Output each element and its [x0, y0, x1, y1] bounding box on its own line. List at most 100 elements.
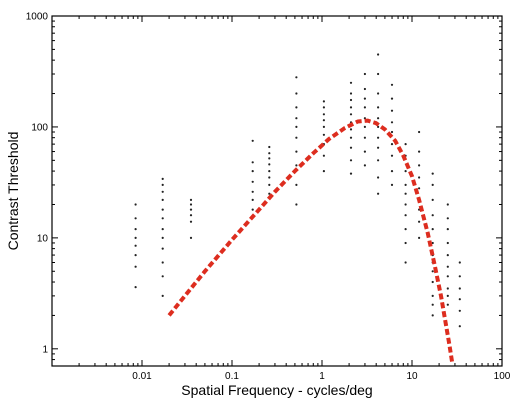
data-point	[404, 241, 407, 245]
data-point	[390, 109, 394, 112]
data-point	[431, 183, 434, 186]
x-tick-label: 100	[494, 371, 510, 382]
data-point	[390, 154, 394, 157]
data-point	[390, 170, 394, 173]
y-tick-label: 10	[37, 233, 49, 244]
data-point	[349, 113, 353, 116]
data-point	[268, 183, 271, 186]
data-point	[431, 303, 434, 306]
data-point	[349, 146, 353, 149]
data-point	[404, 228, 407, 231]
data-point	[446, 303, 449, 306]
data-point	[161, 198, 164, 201]
data-point	[295, 164, 298, 167]
data-point	[161, 236, 164, 239]
data-point	[431, 172, 434, 175]
data-point	[268, 152, 271, 155]
data-point	[295, 203, 298, 206]
data-point	[349, 81, 353, 84]
data-point	[363, 150, 366, 153]
data-point	[295, 183, 298, 186]
data-point	[322, 100, 325, 103]
data-point	[377, 92, 380, 95]
data-point	[134, 254, 137, 257]
data-point	[377, 53, 380, 56]
data-point	[322, 154, 325, 157]
data-point	[431, 228, 434, 231]
data-point	[363, 97, 366, 100]
x-tick-label: 0.01	[132, 371, 152, 382]
data-point	[322, 170, 325, 173]
data-point	[404, 192, 407, 195]
data-point	[446, 228, 449, 231]
y-tick-label: 100	[31, 122, 48, 133]
data-point	[161, 177, 164, 180]
data-point	[161, 228, 164, 231]
data-point	[189, 203, 193, 206]
data-point	[404, 170, 407, 173]
data-point	[268, 176, 271, 179]
data-point	[458, 325, 461, 328]
data-point	[446, 203, 449, 206]
data-point	[363, 117, 366, 120]
data-point	[251, 139, 254, 142]
data-point	[161, 275, 164, 278]
data-point	[189, 208, 193, 211]
data-point	[349, 92, 353, 95]
data-point	[363, 125, 366, 128]
data-point	[161, 217, 164, 220]
data-point	[418, 176, 421, 179]
data-point	[295, 92, 298, 95]
data-point	[390, 97, 394, 100]
data-point	[363, 164, 366, 167]
data-point	[189, 198, 193, 201]
data-point	[161, 208, 164, 211]
data-point	[377, 192, 380, 195]
data-point	[251, 190, 254, 193]
data-point	[446, 217, 449, 220]
data-point	[377, 72, 380, 76]
data-point	[377, 146, 380, 149]
x-axis: 0.01 0.1 1 10 100	[51, 16, 510, 382]
data-point	[322, 119, 325, 122]
scatter-points	[134, 53, 461, 328]
data-point	[295, 117, 298, 120]
data-point	[431, 294, 434, 297]
data-point	[418, 220, 421, 223]
x-tick-label: 1	[319, 371, 325, 382]
data-point	[134, 286, 137, 289]
data-point	[431, 214, 434, 217]
data-point	[134, 203, 137, 206]
data-point	[431, 198, 434, 201]
data-point	[404, 203, 407, 206]
data-point	[295, 125, 298, 128]
data-point	[458, 287, 461, 290]
data-point	[268, 163, 271, 166]
data-point	[390, 183, 394, 186]
data-point	[390, 121, 394, 124]
data-point	[390, 130, 394, 134]
data-point	[161, 294, 164, 297]
data-point	[446, 275, 449, 278]
data-point	[404, 143, 407, 146]
data-point	[134, 236, 137, 239]
data-point	[446, 287, 449, 290]
data-point	[418, 236, 421, 239]
data-point	[268, 192, 271, 195]
y-axis-label: Contrast Threshold	[5, 132, 21, 251]
data-point	[404, 261, 407, 264]
plot-frame	[51, 15, 503, 367]
data-point	[349, 106, 353, 109]
data-point	[377, 117, 380, 120]
data-point	[251, 180, 254, 183]
data-point	[431, 270, 434, 273]
data-point	[446, 265, 449, 268]
data-point	[251, 161, 254, 164]
data-point	[322, 106, 325, 109]
data-point	[377, 159, 380, 162]
fit-curve	[167, 118, 455, 364]
fit-curve-line	[167, 118, 455, 364]
data-point	[251, 170, 254, 173]
data-point	[390, 143, 394, 146]
data-point	[189, 214, 193, 217]
